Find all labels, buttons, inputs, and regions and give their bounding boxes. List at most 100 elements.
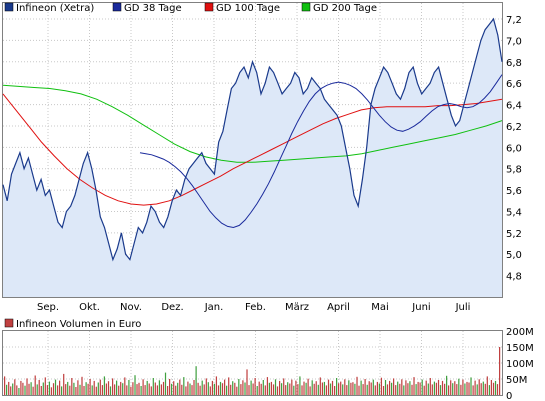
volume-bar <box>228 377 230 395</box>
volume-bar <box>380 377 383 395</box>
volume-bar <box>65 384 67 395</box>
volume-bar <box>427 383 429 395</box>
volume-bar <box>175 385 177 395</box>
volume-bar <box>224 379 226 395</box>
price-x-tick-label: Jan. <box>204 302 224 313</box>
volume-bar <box>472 385 474 395</box>
legend-swatch-series-3 <box>301 2 311 12</box>
volume-bar <box>407 383 409 395</box>
volume-bar <box>20 380 22 395</box>
price-y-tick-label: 7,0 <box>506 36 522 47</box>
volume-bar <box>193 380 195 395</box>
volume-bar <box>386 384 389 395</box>
price-x-tick-label: März <box>285 302 309 313</box>
volume-bar <box>281 383 283 395</box>
volume-bar <box>89 379 91 395</box>
volume-bar <box>329 383 332 395</box>
volume-bar <box>336 378 338 395</box>
volume-bar <box>431 384 433 395</box>
volume-bar <box>201 380 203 395</box>
volume-bar <box>124 377 126 395</box>
volume-bar <box>374 385 376 395</box>
volume-bar <box>54 379 57 395</box>
volume-bar <box>393 378 395 395</box>
volume-bar <box>191 385 193 395</box>
price-x-tick-label: Mai <box>371 302 389 313</box>
volume-bar <box>289 383 291 395</box>
volume-bar <box>164 372 167 395</box>
volume-bar <box>462 379 464 395</box>
volume-bar <box>439 385 442 395</box>
volume-bar <box>87 383 89 395</box>
legend-swatch-series-2 <box>204 2 214 12</box>
volume-bar <box>138 382 140 395</box>
volume-bar <box>446 375 448 395</box>
volume-bar <box>437 380 440 395</box>
volume-bar <box>303 381 305 395</box>
price-y-tick-label: 6,8 <box>506 58 522 69</box>
volume-bar <box>415 384 417 395</box>
volume-bar <box>378 383 381 395</box>
volume-bar <box>482 381 484 395</box>
volume-bar <box>158 380 161 395</box>
volume-bar <box>486 376 488 395</box>
legend-label-volume: Infineon Volumen in Euro <box>16 319 141 330</box>
volume-bar <box>409 381 411 395</box>
series-price-line <box>2 17 503 262</box>
volume-bar <box>382 386 385 395</box>
volume-bar <box>448 385 450 395</box>
volume-bar <box>360 380 362 395</box>
volume-bar <box>331 380 334 395</box>
volume-bar <box>197 382 199 395</box>
volume-bar <box>433 381 436 395</box>
volume-bar <box>105 383 108 395</box>
price-lines <box>2 17 503 262</box>
volume-bar <box>128 380 130 395</box>
volume-bar <box>362 384 364 395</box>
volume-bar <box>148 383 150 395</box>
legend-swatch-series-1 <box>112 2 122 12</box>
legend-swatch-volume <box>4 318 14 328</box>
volume-bar <box>484 383 486 395</box>
volume-bar <box>358 385 360 395</box>
legend-label-series-2: GD 100 Tage <box>216 3 280 14</box>
volume-bar <box>480 383 482 395</box>
price-x-tick-label: Sep. <box>37 302 59 313</box>
price-y-tick-label: 6,4 <box>506 101 522 112</box>
volume-bar <box>468 382 470 395</box>
volume-bar <box>366 384 368 395</box>
volume-bar <box>429 378 431 395</box>
volume-y-axis: 0 50M 100M 150M 200M <box>506 327 534 401</box>
volume-bar <box>167 386 169 395</box>
volume-bar <box>42 382 44 395</box>
volume-bar <box>411 384 413 395</box>
volume-y-tick-label: 0 <box>506 391 512 401</box>
volume-bar <box>73 382 75 395</box>
volume-bar <box>171 383 173 395</box>
volume-bar <box>456 384 458 395</box>
volume-bar <box>350 382 352 395</box>
series-gd100-line <box>2 93 503 206</box>
volume-bar <box>26 378 28 395</box>
volume-bar <box>452 383 454 395</box>
volume-bar <box>352 382 354 395</box>
volume-bar <box>169 379 171 395</box>
volume-bar <box>63 373 65 395</box>
volume-bar <box>132 382 134 395</box>
volume-bar <box>50 387 53 395</box>
volume-bar <box>250 380 252 395</box>
volume-bar <box>327 379 330 395</box>
volume-bar <box>142 379 144 395</box>
volume-bar <box>209 386 211 395</box>
volume-bar <box>454 381 456 395</box>
volume-bar <box>274 379 277 395</box>
volume-bar <box>189 383 191 395</box>
volume-bar <box>79 384 81 395</box>
volume-bar <box>85 382 87 395</box>
volume-bar <box>309 386 311 395</box>
volume-bar <box>93 380 95 395</box>
volume-bar <box>488 385 491 395</box>
volume-bar <box>71 378 73 395</box>
volume-bar <box>130 386 132 395</box>
volume-bar <box>154 382 156 395</box>
